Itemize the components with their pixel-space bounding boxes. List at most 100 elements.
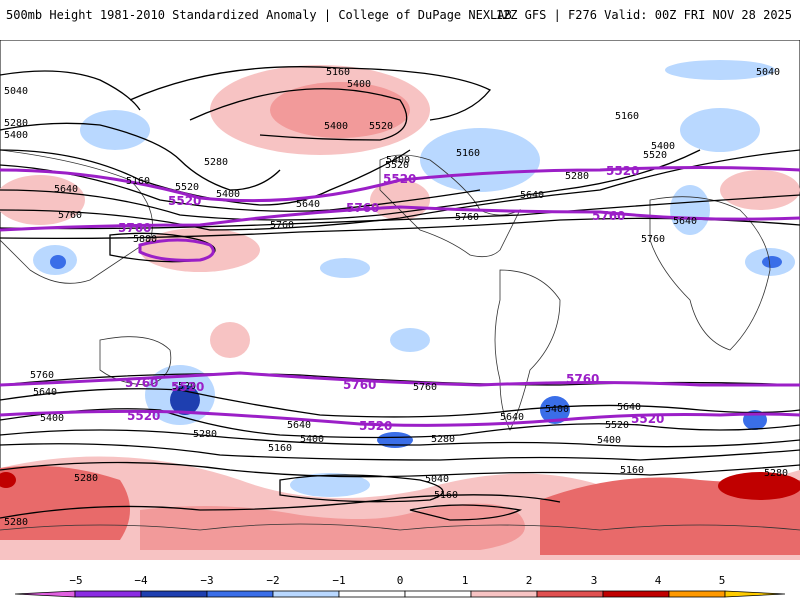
coastlines (0, 149, 800, 531)
contour-label: 5040 (756, 67, 780, 78)
contour-label: 5400 (216, 189, 240, 200)
key-contour-label: 5520 (606, 164, 639, 178)
contour-5760-nh (0, 205, 800, 232)
contour-label: 5400 (347, 79, 371, 90)
anomaly-canada-neg (420, 128, 540, 192)
key-contour-label: 5760 (343, 378, 376, 392)
contour-label: 5520 (172, 381, 196, 392)
colorbar-seg (668, 590, 726, 598)
key-contour-label: 5760 (118, 221, 151, 235)
colorbar-seg (536, 590, 604, 598)
contour-label: 5160 (126, 176, 150, 187)
colorbar-tick: −4 (134, 574, 148, 587)
contour-label: 5280 (193, 429, 217, 440)
key-contours (0, 166, 800, 427)
contour-label: 5160 (456, 148, 480, 159)
colorbar: −5 −4 −3 −2 −1 0 1 2 3 4 5 (14, 574, 786, 598)
key-contour-label: 5520 (168, 194, 201, 208)
contour-label: 5280 (74, 473, 98, 484)
colorbar-cap-right (724, 590, 786, 598)
contour-label: 5160 (620, 465, 644, 476)
contour-label: 5640 (617, 402, 641, 413)
contour-label: 5640 (500, 412, 524, 423)
colorbar-seg (272, 590, 340, 598)
anomaly-sw-pacific-pos (210, 322, 250, 358)
anomaly-s-pac-neg (377, 432, 413, 448)
south-america-coast (494, 269, 561, 431)
colorbar-tick: −3 (200, 574, 213, 587)
contour-line (0, 461, 800, 478)
colorbar-tick: 4 (655, 574, 662, 587)
key-contour-label: 5520 (127, 409, 160, 423)
colorbar-tick: 1 (462, 574, 469, 587)
anomaly-india-neg-core (50, 255, 66, 269)
colorbar-seg (602, 590, 670, 598)
contour-label: 5760 (270, 220, 294, 231)
contour-line (279, 474, 444, 503)
contour-label: 5640 (287, 420, 311, 431)
contour-line (0, 388, 800, 418)
contour-label: 5760 (58, 210, 82, 221)
header: 500mb Height 1981-2010 Standardized Anom… (0, 0, 800, 40)
contour-line (129, 66, 492, 121)
key-contour-label: 5520 (359, 419, 392, 433)
africa-coast (649, 196, 771, 351)
anomaly-shading (0, 60, 800, 560)
contour-5520-sh (0, 409, 800, 427)
colorbar-tick: −5 (69, 574, 82, 587)
colorbar-seg (470, 590, 538, 598)
colorbar-seg (140, 590, 208, 598)
contour-label: 5520 (643, 150, 667, 161)
contour-line (0, 494, 561, 519)
anomaly-africa-neg-core (762, 256, 782, 268)
colorbar-cap-left (14, 590, 76, 598)
contour-label: 5640 (33, 387, 57, 398)
contour-label: 5280 (565, 171, 589, 182)
contour-5880-closed (138, 238, 215, 262)
contour-label: 5160 (326, 67, 350, 78)
key-contour-label: 5520 (631, 412, 664, 426)
contour-line (0, 149, 701, 221)
contour-label: 5520 (605, 420, 629, 431)
contour-label: 5400 (651, 141, 675, 152)
anomaly-w-atlantic-pos (720, 170, 800, 210)
model-run-info: 12Z GFS | F276 Valid: 00Z FRI NOV 28 202… (495, 8, 792, 22)
colorbar-ticks: −5 −4 −3 −2 −1 0 1 2 3 4 5 (69, 574, 725, 587)
contour-line (0, 443, 800, 461)
contour-label: 5640 (520, 190, 544, 201)
key-contour-label: 5760 (125, 376, 158, 390)
contour-label: 5160 (434, 490, 458, 501)
contour-label: 5280 (431, 434, 455, 445)
antarctica-coast (0, 523, 800, 531)
key-contour-labels: 5520 5520 5520 5760 5760 5760 5760 5760 … (118, 164, 664, 433)
key-contour-label: 5760 (566, 372, 599, 386)
contour-label: 5760 (455, 212, 479, 223)
contour-label: 5640 (296, 199, 320, 210)
contour-line (0, 429, 800, 448)
contour-label: 5400 (545, 404, 569, 415)
anomaly-south-strong-left (0, 465, 130, 540)
contour-line (0, 149, 411, 206)
contour-line (189, 88, 408, 141)
contour-label: 5520 (175, 182, 199, 193)
anomaly-asia-pos (0, 175, 85, 225)
contour-label: 5160 (268, 443, 292, 454)
contour-label: 5520 (385, 160, 409, 171)
anomaly-tropical-neg (320, 258, 370, 278)
contour-label: 5760 (641, 234, 665, 245)
contour-label: 5400 (40, 413, 64, 424)
contour-label: 5760 (413, 382, 437, 393)
contour-label: 5040 (425, 474, 449, 485)
colorbar-tick: 3 (591, 574, 598, 587)
contour-label: 5880 (133, 234, 157, 245)
contour-line (409, 504, 523, 521)
colorbar-seg (338, 590, 406, 598)
anomaly-dark-red-sw (0, 472, 16, 488)
anomaly-map[interactable]: 5040 5160 5400 5520 5280 5400 5280 5400 … (0, 40, 800, 560)
contour-label: 5640 (673, 216, 697, 227)
contour-label: 5520 (369, 121, 393, 132)
anomaly-tropical-neg2 (390, 328, 430, 352)
colorbar-seg (74, 590, 142, 598)
contour-5760-sh (0, 371, 800, 387)
key-contour-label: 5520 (171, 380, 204, 394)
